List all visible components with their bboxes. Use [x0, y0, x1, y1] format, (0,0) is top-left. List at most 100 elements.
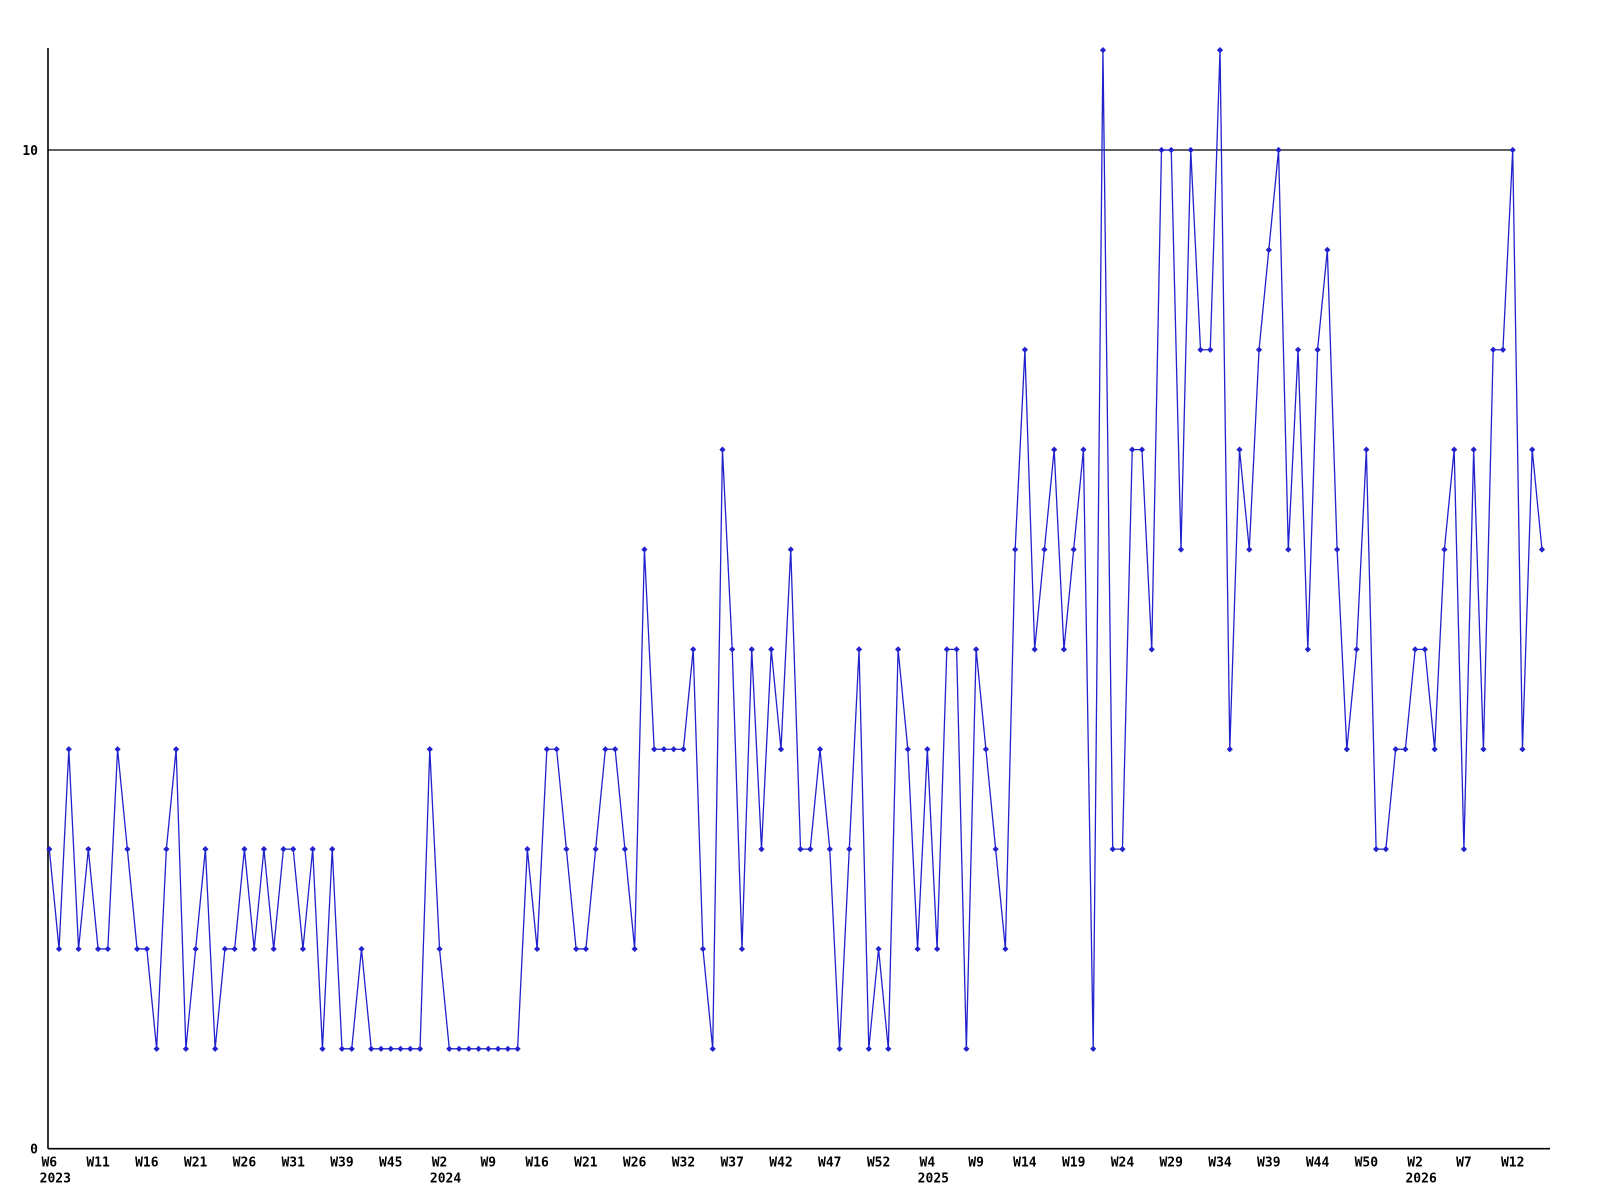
- data-point-marker: [153, 1045, 160, 1052]
- series-line: [48, 50, 1543, 1050]
- data-point-marker: [982, 746, 989, 753]
- data-point-marker: [1490, 346, 1497, 353]
- data-point-marker: [777, 746, 785, 753]
- data-point-marker: [1070, 546, 1077, 553]
- data-point-marker: [1314, 346, 1321, 353]
- data-point-marker: [953, 646, 960, 653]
- data-point-marker: [1353, 646, 1360, 653]
- data-point-marker: [1373, 845, 1380, 853]
- x-tick-label: W16: [135, 1156, 159, 1171]
- data-point-marker: [358, 945, 365, 953]
- data-point-marker: [690, 646, 697, 653]
- data-point-marker: [1138, 446, 1146, 453]
- data-point-marker: [1119, 845, 1126, 853]
- x-tick-label: W44: [1306, 1156, 1330, 1171]
- x-tick-label: W4: [920, 1156, 936, 1171]
- x-tick-label: W26: [623, 1156, 647, 1171]
- x-tick-label: W2: [432, 1156, 448, 1171]
- data-point-marker: [855, 646, 863, 653]
- data-point-marker: [1382, 845, 1389, 853]
- data-point-marker: [1324, 246, 1331, 253]
- data-point-marker: [319, 1045, 326, 1052]
- x-tick-label: W34: [1208, 1156, 1232, 1171]
- data-point-marker: [416, 1045, 424, 1052]
- data-point-marker: [1129, 446, 1136, 453]
- axes: [47, 48, 1550, 1150]
- data-point-marker: [1021, 346, 1028, 353]
- x-tick-label: W39: [1257, 1156, 1280, 1171]
- x-tick-label: W32: [672, 1156, 695, 1171]
- data-point-marker: [758, 845, 765, 853]
- data-point-marker: [641, 546, 648, 553]
- data-point-marker: [612, 746, 619, 753]
- data-point-marker: [875, 945, 882, 953]
- data-point-marker: [1080, 446, 1087, 453]
- data-point-marker: [1265, 246, 1272, 253]
- data-point-marker: [436, 945, 443, 953]
- data-point-marker: [1187, 146, 1194, 154]
- data-point-marker: [729, 646, 736, 653]
- data-point-marker: [75, 945, 82, 953]
- data-point-marker: [1460, 845, 1468, 853]
- data-point-marker: [475, 1045, 482, 1052]
- data-point-marker: [1402, 746, 1409, 753]
- x-tick-label: W21: [184, 1156, 208, 1171]
- data-point-marker: [846, 845, 853, 853]
- data-point-marker: [465, 1045, 472, 1052]
- data-point-marker: [1421, 646, 1428, 653]
- data-point-marker: [534, 945, 541, 953]
- data-point-marker: [1529, 446, 1536, 453]
- data-point-marker: [504, 1045, 511, 1052]
- x-tick-label: W45: [379, 1156, 402, 1171]
- data-point-marker: [885, 1045, 892, 1052]
- data-point-marker: [914, 945, 921, 953]
- data-point-marker: [368, 1045, 375, 1052]
- data-point-marker: [85, 845, 92, 853]
- data-point-marker: [719, 446, 726, 453]
- data-point-marker: [670, 746, 677, 753]
- data-point-marker: [46, 845, 53, 853]
- data-point-marker: [660, 746, 668, 753]
- data-point-marker: [55, 945, 63, 953]
- data-point-marker: [553, 746, 560, 753]
- data-point-marker: [768, 646, 775, 653]
- data-point-marker: [1246, 546, 1253, 553]
- data-point-marker: [1236, 446, 1243, 453]
- data-point-marker: [933, 945, 941, 953]
- data-point-marker: [348, 1045, 355, 1052]
- data-point-marker: [807, 845, 814, 853]
- data-point-marker: [231, 945, 238, 953]
- data-point-marker: [124, 845, 131, 853]
- data-point-marker: [1363, 446, 1370, 453]
- data-point-marker: [1041, 546, 1048, 553]
- data-point-marker: [338, 1045, 346, 1052]
- data-point-marker: [1109, 845, 1116, 853]
- x-tick-label: W7: [1456, 1156, 1472, 1171]
- data-point-marker: [260, 845, 268, 853]
- data-point-marker: [865, 1045, 872, 1052]
- data-point-marker: [631, 945, 638, 953]
- x-tick-label: W47: [818, 1156, 841, 1171]
- data-point-marker: [290, 845, 297, 853]
- data-point-marker: [904, 746, 911, 753]
- x-tick-label: W2: [1407, 1156, 1423, 1171]
- data-point-marker: [426, 746, 433, 753]
- x-year-label: 2024: [430, 1172, 461, 1187]
- x-tick-label: W37: [720, 1156, 743, 1171]
- data-point-marker: [1177, 546, 1185, 553]
- data-point-marker: [1012, 546, 1019, 553]
- data-point-marker: [1051, 446, 1058, 453]
- data-point-marker: [1294, 346, 1302, 353]
- data-point-marker: [377, 1045, 385, 1052]
- x-tick-label: W26: [233, 1156, 257, 1171]
- data-point-marker: [573, 945, 580, 953]
- data-point-marker: [1275, 146, 1282, 154]
- x-tick-label: W12: [1501, 1156, 1524, 1171]
- x-tick-label: W14: [1013, 1156, 1037, 1171]
- data-point-marker: [1099, 47, 1107, 54]
- data-point-marker: [680, 746, 687, 753]
- data-point-marker: [1255, 346, 1263, 353]
- data-point-marker: [787, 546, 794, 553]
